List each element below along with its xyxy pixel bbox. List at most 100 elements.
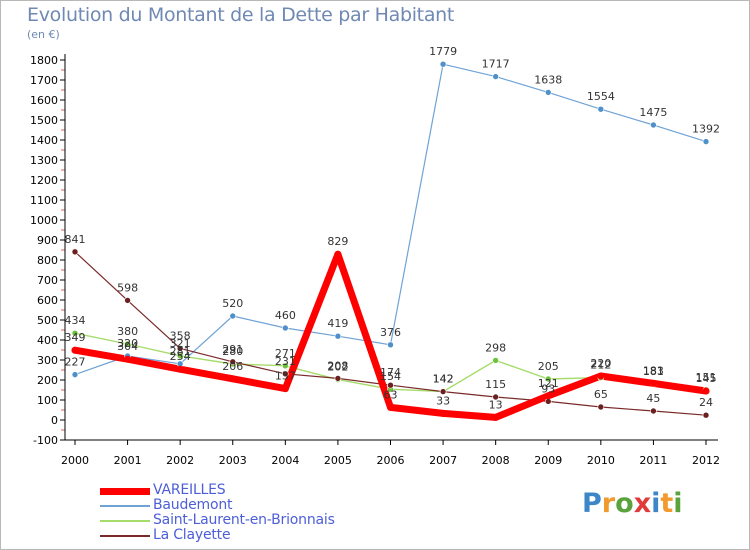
y-tick-label: 800 — [37, 254, 58, 267]
data-label: 65 — [594, 388, 608, 401]
data-point — [124, 355, 132, 363]
data-point — [124, 340, 131, 348]
data-point — [650, 407, 657, 415]
data-label: 271 — [275, 347, 296, 360]
data-point — [387, 381, 394, 389]
data-label: 320 — [117, 337, 138, 350]
y-tick-label: 200 — [37, 374, 58, 387]
data-point — [282, 362, 289, 370]
data-label: 460 — [275, 309, 296, 322]
legend-swatch — [100, 505, 150, 507]
data-label: 376 — [380, 326, 401, 339]
x-tick-label: 2012 — [692, 454, 720, 467]
x-tick-label: 2004 — [271, 454, 299, 467]
x-tick-label: 2000 — [61, 454, 89, 467]
legend-swatch — [100, 488, 150, 495]
data-point — [439, 60, 447, 68]
data-label: 321 — [170, 337, 191, 350]
data-label: 154 — [380, 370, 401, 383]
data-point — [492, 357, 499, 364]
data-label: 205 — [538, 360, 559, 373]
data-label: 151 — [696, 371, 717, 384]
data-label: 174 — [380, 366, 401, 379]
data-label: 1717 — [482, 58, 510, 71]
brand-letter: t — [660, 488, 674, 519]
data-point — [649, 379, 657, 387]
legend-label: La Clayette — [153, 527, 231, 543]
data-point — [282, 324, 289, 332]
data-label: 181 — [643, 365, 664, 378]
data-label: 121 — [538, 377, 559, 390]
y-tick-label: 100 — [37, 394, 58, 407]
data-label: 1475 — [639, 106, 667, 119]
data-point — [229, 312, 237, 320]
data-point — [597, 372, 605, 380]
x-tick-label: 2007 — [429, 454, 457, 467]
y-tick-label: 1700 — [30, 74, 58, 87]
x-tick-label: 2011 — [639, 454, 667, 467]
data-point — [334, 332, 342, 340]
data-point — [702, 138, 710, 145]
data-point — [124, 297, 131, 304]
data-label: 208 — [327, 359, 348, 372]
data-label: 291 — [222, 343, 243, 356]
data-point — [334, 250, 342, 258]
x-tick-label: 2009 — [534, 454, 562, 467]
data-label: 206 — [222, 360, 243, 373]
y-tick-label: 600 — [37, 294, 58, 307]
data-label: 142 — [433, 373, 454, 386]
data-point — [71, 248, 79, 256]
brand-letter: i — [673, 488, 683, 519]
data-label: 358 — [170, 329, 191, 342]
brand-logo: Proxiti — [582, 488, 683, 519]
data-label: 13 — [489, 398, 503, 411]
data-point — [544, 89, 552, 96]
y-tick-label: 1400 — [30, 134, 58, 147]
y-tick-label: 0 — [51, 414, 58, 427]
data-label: 281 — [170, 345, 191, 358]
data-point — [597, 105, 605, 113]
chart-title: Evolution du Montant de la Dette par Hab… — [27, 4, 455, 26]
data-point — [71, 329, 79, 337]
y-tick-label: 1600 — [30, 94, 58, 107]
data-label: 24 — [699, 396, 713, 409]
x-tick-label: 2010 — [587, 454, 615, 467]
y-tick-label: 1300 — [30, 154, 58, 167]
data-label: 202 — [327, 361, 348, 374]
line-chart: -100 0 100 200 300 400 500 600 700 800 900 1000 1100… — [30, 45, 720, 467]
y-tick-label: 1200 — [30, 174, 58, 187]
data-point — [544, 392, 552, 400]
data-label: 220 — [590, 357, 611, 370]
data-label: 231 — [275, 355, 296, 368]
data-point — [282, 370, 289, 378]
legend-label: Baudemont — [153, 497, 233, 513]
brand-letter: r — [601, 488, 616, 519]
data-point — [492, 73, 499, 80]
legend-label: Saint-Laurent-en-Brionnais — [153, 512, 335, 528]
data-label: 1554 — [587, 90, 615, 103]
data-point — [176, 345, 184, 352]
data-point — [702, 411, 710, 419]
data-label: 227 — [65, 356, 86, 369]
data-point — [439, 409, 447, 417]
y-tick-label: 500 — [37, 314, 58, 327]
y-tick-label: 1500 — [30, 114, 58, 127]
x-tick-label: 2008 — [482, 454, 510, 467]
brand-letter: x — [633, 488, 652, 519]
data-point — [71, 371, 79, 378]
data-label: 280 — [222, 345, 243, 358]
data-label: 115 — [485, 378, 506, 391]
data-label: 829 — [327, 235, 348, 248]
data-label: 63 — [384, 388, 398, 401]
data-point — [229, 375, 237, 383]
chart-subtitle: (en €) — [27, 28, 60, 41]
data-point — [229, 358, 237, 366]
y-tick-label: -100 — [33, 434, 58, 447]
data-label: 298 — [485, 341, 506, 354]
y-tick-label: 300 — [37, 354, 58, 367]
data-point — [650, 121, 657, 129]
data-point — [281, 385, 289, 393]
x-tick-label: 2006 — [377, 454, 405, 467]
data-label: 841 — [65, 233, 86, 246]
brand-letter: P — [582, 488, 602, 519]
